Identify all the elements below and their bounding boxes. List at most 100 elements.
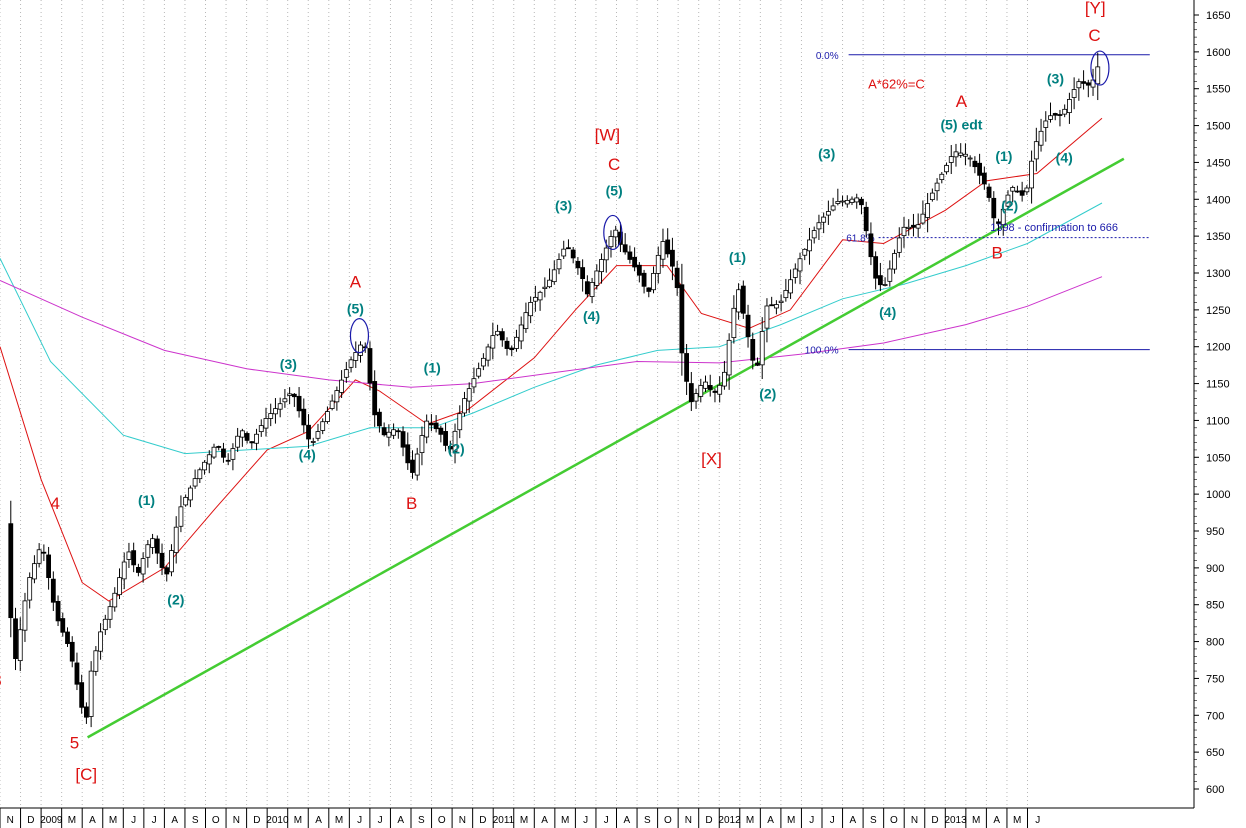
candle-body	[13, 618, 18, 659]
y-tick-label: 1250	[1206, 305, 1230, 317]
candle-body	[32, 563, 37, 580]
wave-label: (4)	[879, 304, 896, 320]
candle-body	[225, 459, 231, 462]
candle-body	[1010, 187, 1016, 192]
candle-body	[859, 198, 864, 206]
candle-body	[65, 631, 70, 644]
candle-body	[712, 390, 718, 393]
candle-body	[901, 226, 907, 237]
x-axis: N D 2009 M A M J J A S O N D 2010 M A M J J A S O N D 2011 M A M J J A…	[0, 807, 1194, 828]
y-tick-label: 1100	[1206, 415, 1230, 427]
candle-body	[79, 682, 85, 708]
highlight-ellipse	[603, 214, 623, 251]
candle-body	[731, 307, 737, 339]
candle-body	[882, 284, 888, 286]
candle-body	[414, 453, 420, 476]
candle-body	[887, 268, 893, 282]
candle-body	[1076, 81, 1082, 89]
candle-body	[1043, 120, 1049, 128]
x-tick-label: 2013	[944, 815, 967, 826]
candle-body	[329, 400, 335, 409]
x-tick-label: A	[849, 815, 856, 826]
y-tick-label: 1000	[1206, 489, 1230, 501]
x-tick-label: A	[89, 815, 96, 826]
candle-body	[315, 431, 321, 439]
x-tick-label: A	[541, 815, 548, 826]
candle-body	[372, 381, 378, 416]
candle-body	[310, 441, 316, 443]
candle-body	[816, 222, 822, 230]
candle-body	[287, 393, 293, 396]
candle-body	[840, 200, 845, 203]
candle-body	[334, 390, 340, 403]
y-tick-label: 750	[1206, 673, 1224, 685]
candle-body	[140, 558, 146, 575]
candle-body	[249, 441, 255, 444]
candle-body	[1015, 190, 1020, 193]
candle-body	[36, 549, 42, 564]
candle-body	[206, 454, 212, 465]
candle-body	[518, 324, 524, 342]
candle-body	[660, 241, 666, 260]
candle-body	[277, 403, 283, 410]
candle-body	[239, 430, 245, 438]
trendline	[86, 157, 1125, 739]
candle-body	[145, 544, 151, 558]
candle-body	[46, 554, 51, 579]
candle-body	[98, 631, 103, 652]
candle-body	[622, 244, 628, 253]
x-tick-label: J	[809, 815, 814, 826]
candle-body	[580, 267, 586, 280]
candle-body	[50, 578, 56, 603]
x-tick-label: N	[7, 815, 14, 826]
y-tick-label: 1400	[1206, 194, 1230, 206]
wave-label: A	[956, 92, 968, 111]
moving-average-line	[0, 202, 1103, 455]
candle-body	[1038, 130, 1044, 146]
candle-body	[561, 248, 567, 257]
wave-label: 3	[0, 671, 2, 690]
wave-label: C	[1088, 26, 1100, 45]
y-tick-label: 1600	[1206, 47, 1230, 59]
candle-body	[693, 393, 699, 402]
candle-body	[263, 418, 269, 429]
candle-body	[958, 152, 964, 156]
fibonacci-levels: 0.0% 100.0% 61.8%	[805, 51, 1150, 357]
x-tick-label: N	[685, 815, 692, 826]
candle-body	[235, 435, 241, 448]
candle-body	[934, 182, 940, 192]
candle-body	[1071, 89, 1077, 98]
candle-body	[102, 618, 108, 631]
candle-body	[202, 461, 207, 471]
candle-body	[854, 197, 860, 203]
candle-body	[641, 272, 647, 287]
x-tick-label: A	[315, 815, 322, 826]
candle-body	[187, 487, 193, 501]
candle-body	[967, 157, 973, 160]
x-tick-label: D	[705, 815, 712, 826]
candle-body	[197, 469, 203, 480]
y-tick-label: 650	[1206, 747, 1224, 759]
candle-body	[1019, 190, 1025, 196]
candle-body	[183, 497, 189, 506]
candle-body	[424, 420, 430, 438]
candle-body	[740, 285, 746, 314]
candle-body	[972, 160, 978, 168]
candle-body	[750, 339, 756, 361]
candle-body	[74, 662, 80, 685]
candle-body	[221, 448, 226, 458]
candle-body	[825, 211, 831, 216]
highlight-ellipses	[349, 50, 1110, 354]
candle-body	[532, 296, 538, 302]
candle-body	[953, 151, 959, 158]
y-tick-label: 850	[1206, 600, 1224, 612]
candle-body	[150, 538, 155, 548]
x-tick-label: S	[418, 815, 425, 826]
candle-body	[896, 237, 902, 253]
candle-body	[627, 251, 633, 260]
candle-body	[244, 433, 250, 441]
x-tick-label: D	[479, 815, 486, 826]
candle-body	[211, 446, 217, 458]
wave-label: (3)	[280, 356, 297, 372]
wave-label: (1)	[995, 148, 1012, 164]
